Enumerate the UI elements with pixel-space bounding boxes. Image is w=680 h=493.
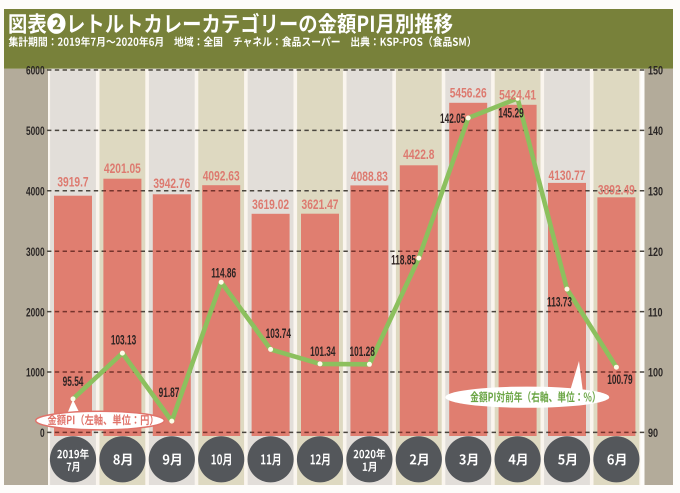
svg-text:145.29: 145.29	[498, 107, 523, 121]
svg-text:114.86: 114.86	[211, 266, 236, 280]
svg-text:110: 110	[648, 307, 663, 319]
svg-text:1000: 1000	[26, 368, 45, 381]
svg-text:101.28: 101.28	[350, 345, 375, 359]
svg-text:3000: 3000	[26, 247, 45, 260]
svg-text:5000: 5000	[26, 126, 45, 139]
svg-text:4201.05: 4201.05	[104, 160, 141, 176]
svg-text:3892.49: 3892.49	[598, 182, 635, 198]
svg-text:130: 130	[648, 187, 663, 199]
svg-text:100: 100	[648, 368, 663, 380]
svg-text:118.85: 118.85	[391, 254, 416, 268]
svg-text:91.87: 91.87	[159, 386, 180, 400]
svg-text:4092.63: 4092.63	[203, 168, 240, 184]
svg-text:113.73: 113.73	[547, 295, 572, 309]
svg-text:4000: 4000	[26, 186, 45, 199]
svg-text:3619.02: 3619.02	[252, 196, 289, 212]
svg-text:142.05: 142.05	[440, 112, 465, 126]
svg-text:6000: 6000	[26, 66, 45, 79]
svg-text:4088.83: 4088.83	[351, 168, 388, 184]
svg-text:90: 90	[648, 428, 658, 440]
svg-text:103.13: 103.13	[111, 333, 136, 347]
svg-text:2000: 2000	[26, 307, 45, 320]
svg-text:150: 150	[648, 66, 663, 78]
svg-text:5424.41: 5424.41	[499, 87, 536, 103]
svg-text:4422.8: 4422.8	[403, 146, 434, 162]
svg-text:3942.76: 3942.76	[153, 175, 190, 191]
svg-text:4130.77: 4130.77	[549, 167, 586, 183]
svg-text:5456.26: 5456.26	[450, 85, 487, 101]
svg-text:120: 120	[648, 247, 663, 259]
svg-text:101.34: 101.34	[310, 345, 336, 359]
svg-text:100.79: 100.79	[607, 373, 632, 387]
svg-text:3621.47: 3621.47	[302, 196, 339, 212]
svg-text:140: 140	[648, 126, 663, 138]
svg-text:95.54: 95.54	[63, 375, 84, 389]
svg-text:103.74: 103.74	[266, 327, 292, 341]
svg-text:0: 0	[40, 428, 45, 441]
svg-text:3919.7: 3919.7	[57, 174, 88, 190]
